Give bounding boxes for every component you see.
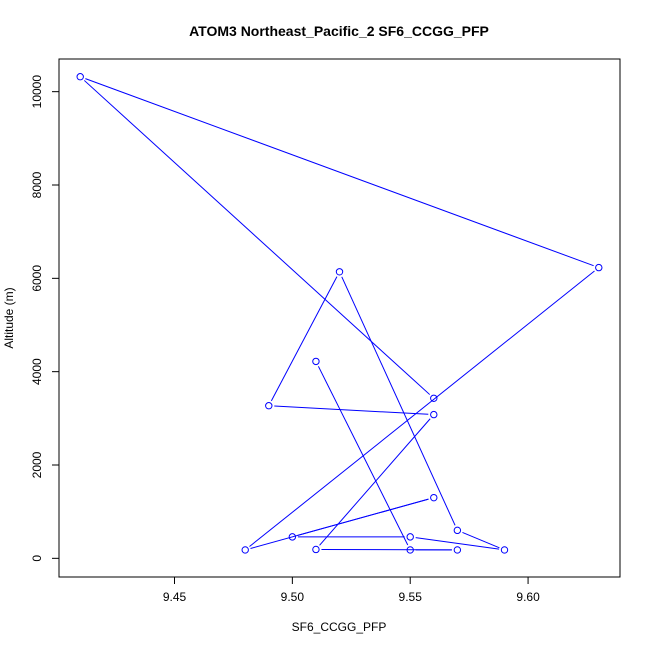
data-point: [430, 410, 438, 419]
series-segment: [85, 78, 594, 267]
x-axis-label: SF6_CCGG_PFP: [292, 620, 387, 634]
data-point: [500, 546, 509, 554]
data-point: [430, 493, 438, 502]
series-segment: [83, 80, 431, 395]
y-axis-label: Altitude (m): [2, 287, 16, 348]
series-segment: [274, 405, 429, 415]
data-point: [453, 526, 462, 535]
y-axis: 0 2000 4000 6000 8000 10000: [30, 75, 60, 562]
x-tick-label: 9.45: [163, 590, 187, 604]
series-segment: [341, 276, 456, 526]
series-segment: [319, 418, 431, 546]
y-tick-label: 2000: [30, 451, 44, 478]
y-tick-label: 8000: [30, 171, 44, 198]
x-tick-label: 9.60: [516, 590, 540, 604]
data-point: [595, 263, 603, 272]
y-tick-label: 0: [30, 555, 44, 562]
series-segment: [462, 531, 500, 549]
chart-title: ATOM3 Northeast_Pacific_2 SF6_CCGG_PFP: [189, 23, 489, 39]
data-point: [312, 545, 320, 554]
x-tick-label: 9.50: [281, 590, 305, 604]
series-segment: [249, 270, 595, 547]
series-layer: [76, 73, 603, 554]
y-tick-label: 10000: [30, 75, 44, 109]
data-point: [288, 533, 297, 541]
data-point: [430, 394, 438, 402]
data-point: [312, 357, 320, 366]
data-point: [406, 533, 414, 541]
data-point: [335, 268, 344, 276]
data-point: [265, 402, 273, 410]
series-segment: [270, 276, 338, 402]
x-tick-label: 9.55: [399, 590, 423, 604]
data-point: [241, 546, 249, 554]
y-tick-label: 4000: [30, 358, 44, 385]
data-point: [453, 546, 462, 554]
data-point: [406, 546, 414, 554]
series-segment: [250, 498, 429, 549]
data-point: [76, 73, 84, 81]
series-segment: [415, 537, 500, 550]
y-tick-label: 6000: [30, 265, 44, 292]
x-axis: 9.45 9.50 9.55 9.60: [163, 576, 540, 604]
